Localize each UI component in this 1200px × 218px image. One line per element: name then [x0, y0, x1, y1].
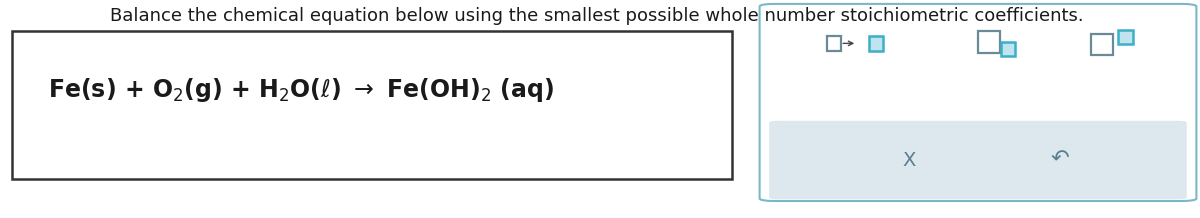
Bar: [978, 31, 1000, 53]
Bar: [1118, 30, 1133, 44]
FancyBboxPatch shape: [769, 121, 1187, 199]
Bar: [1092, 34, 1114, 55]
Bar: [1001, 42, 1015, 56]
Text: X: X: [902, 150, 916, 170]
Bar: [869, 36, 883, 51]
Text: Balance the chemical equation below using the smallest possible whole number sto: Balance the chemical equation below usin…: [109, 7, 1084, 25]
FancyBboxPatch shape: [760, 4, 1196, 201]
Text: ↶: ↶: [1050, 150, 1069, 170]
Text: Fe(s) + O$_2$(g) + H$_2$O($\ell$) $\rightarrow$ Fe(OH)$_2$ (aq): Fe(s) + O$_2$(g) + H$_2$O($\ell$) $\righ…: [48, 76, 554, 104]
Bar: [827, 36, 841, 51]
FancyBboxPatch shape: [12, 31, 732, 179]
